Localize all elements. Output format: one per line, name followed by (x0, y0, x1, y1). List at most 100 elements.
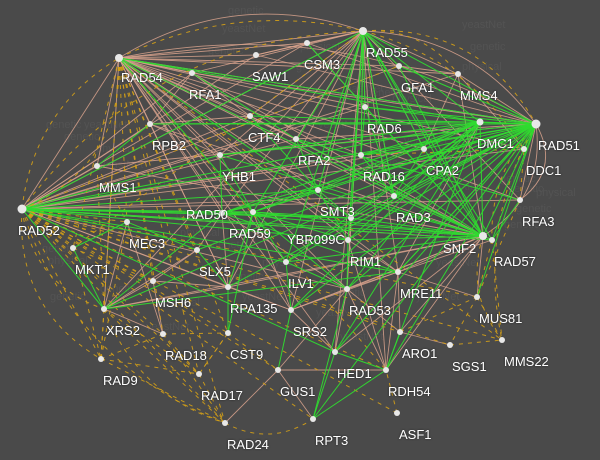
graph-node[interactable] (396, 63, 402, 69)
graph-node[interactable] (332, 349, 338, 355)
edge-genetic (96, 165, 105, 310)
graph-node[interactable] (17, 204, 27, 214)
graph-node[interactable] (344, 286, 350, 292)
edge-yeastnet (103, 212, 223, 310)
graph-node[interactable] (150, 278, 156, 284)
edge-yeastnet (479, 121, 484, 237)
edge-genetic (491, 239, 503, 341)
edge-physical (334, 288, 348, 353)
edge-physical (397, 271, 401, 333)
edge-yeastnet (350, 123, 537, 219)
graph-node[interactable] (348, 215, 354, 221)
graph-node[interactable] (196, 371, 202, 377)
watermark-text: yeastNet (242, 291, 285, 303)
graph-node[interactable] (293, 136, 299, 142)
graph-node[interactable] (421, 146, 427, 152)
graph-node[interactable] (115, 54, 123, 62)
edge-genetic (162, 333, 200, 375)
graph-node[interactable] (225, 330, 231, 336)
edge-yeastnet (227, 123, 537, 288)
graph-node[interactable] (98, 356, 104, 362)
graph-node[interactable] (147, 121, 153, 127)
graph-node[interactable] (304, 40, 310, 46)
watermark-text: genetic (516, 203, 552, 215)
graph-node[interactable] (476, 118, 484, 126)
graph-node[interactable] (94, 163, 100, 169)
edge-yeastnet (21, 208, 349, 241)
edge-arc-genetic (362, 29, 537, 125)
edge-physical (118, 57, 336, 353)
edge-physical (306, 42, 537, 125)
edge-yeastnet (360, 121, 481, 156)
graph-node[interactable] (489, 237, 495, 243)
watermark-text: yeastNet (100, 159, 143, 171)
graph-node[interactable] (397, 329, 403, 335)
graph-node[interactable] (70, 245, 76, 251)
edge-yeastnet (21, 208, 105, 310)
graph-node[interactable] (391, 193, 397, 199)
edge-genetic (198, 332, 229, 375)
edge-yeastnet (362, 30, 537, 125)
graph-node[interactable] (517, 197, 523, 203)
graph-node[interactable] (358, 152, 364, 158)
graph-node[interactable] (362, 104, 368, 110)
graph-node[interactable] (253, 52, 259, 58)
edge-genetic (72, 30, 364, 249)
edge-genetic (21, 208, 200, 375)
edge-yeastnet (312, 369, 387, 420)
edge-physical (290, 30, 364, 311)
edge-physical (126, 221, 164, 335)
graph-node[interactable] (474, 294, 480, 300)
edge-genetic (72, 57, 120, 249)
edge-yeastnet (21, 30, 364, 210)
graph-node[interactable] (315, 187, 321, 193)
edge-yeastnet (362, 30, 366, 108)
graph-node[interactable] (124, 219, 130, 225)
graph-node[interactable] (345, 237, 351, 243)
graph-node[interactable] (479, 232, 487, 240)
graph-node[interactable] (531, 119, 541, 129)
edge-yeastnet (219, 123, 537, 156)
graph-node[interactable] (194, 247, 200, 253)
edge-physical (103, 286, 229, 310)
edge-genetic (21, 208, 451, 346)
graph-node[interactable] (222, 420, 228, 426)
graph-node[interactable] (225, 284, 231, 290)
graph-node[interactable] (499, 337, 505, 343)
graph-node[interactable] (160, 331, 166, 337)
graph-node[interactable] (189, 70, 195, 76)
graph-node[interactable] (283, 259, 289, 265)
edge-yeastnet (362, 30, 400, 67)
watermark-text: yeastNet (436, 257, 479, 269)
graph-node[interactable] (247, 113, 253, 119)
node-layer[interactable] (17, 27, 541, 426)
edge-yeastnet (364, 106, 395, 197)
graph-node[interactable] (521, 146, 527, 152)
graph-node[interactable] (383, 367, 389, 373)
graph-node[interactable] (310, 416, 316, 422)
graph-node[interactable] (275, 367, 281, 373)
graph-node[interactable] (101, 306, 107, 312)
graph-node[interactable] (250, 209, 256, 215)
graph-node[interactable] (359, 27, 367, 35)
graph-node[interactable] (395, 269, 401, 275)
edge-arc-genetic (21, 30, 364, 210)
graph-node[interactable] (394, 410, 400, 416)
edge-physical (252, 211, 292, 311)
edge-yeastnet (385, 123, 537, 371)
graph-node[interactable] (217, 152, 223, 158)
edge-yeastnet (285, 261, 292, 311)
edge-yeastnet (219, 154, 223, 214)
edge-yeastnet (364, 106, 537, 125)
edge-genetic (21, 208, 279, 371)
watermark-text: yeastNet (462, 19, 505, 31)
edge-yeastnet (96, 123, 151, 167)
edge-genetic (103, 57, 120, 310)
graph-node[interactable] (455, 71, 461, 77)
graph-node[interactable] (219, 210, 225, 216)
graph-node[interactable] (288, 307, 294, 313)
watermark-text: yeastNet (222, 23, 265, 35)
graph-node[interactable] (447, 342, 453, 348)
